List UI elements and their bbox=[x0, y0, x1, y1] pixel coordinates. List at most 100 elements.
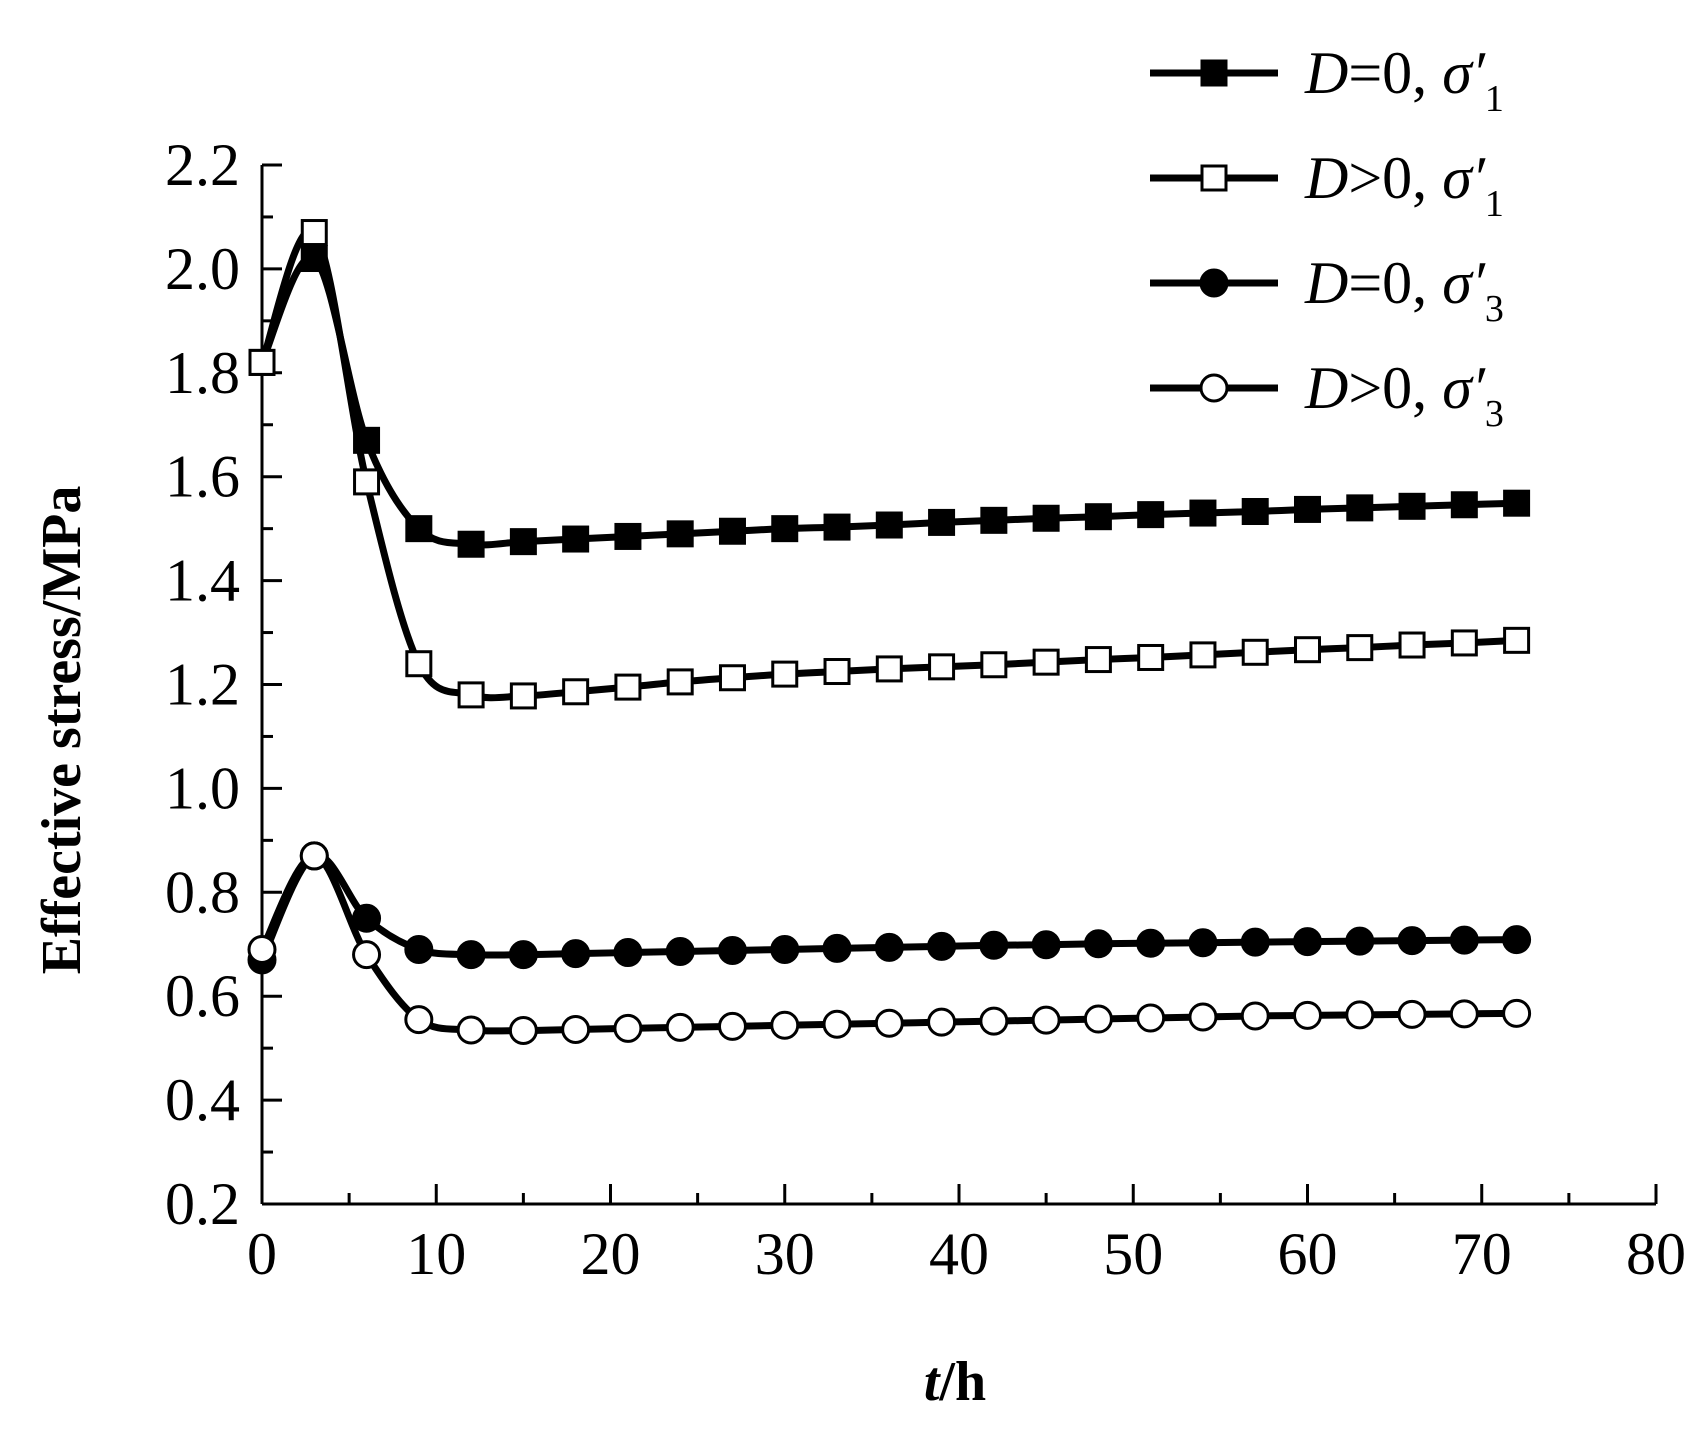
data-point bbox=[822, 933, 852, 963]
x-axis-title-var: t bbox=[924, 1351, 941, 1413]
data-point bbox=[822, 1009, 852, 1039]
data-point bbox=[1240, 1001, 1270, 1031]
data-point bbox=[1032, 504, 1060, 532]
data-point bbox=[1083, 929, 1113, 959]
data-point bbox=[718, 517, 746, 545]
data-point bbox=[614, 673, 642, 701]
data-point bbox=[509, 682, 537, 710]
data-point bbox=[1450, 629, 1478, 657]
x-axis-title-unit: /h bbox=[938, 1351, 986, 1413]
series-2 bbox=[248, 219, 1531, 710]
data-point bbox=[874, 1008, 904, 1038]
y-tick-label: 0.4 bbox=[165, 1067, 240, 1133]
data-point bbox=[1294, 636, 1321, 664]
data-point bbox=[247, 934, 277, 964]
data-point bbox=[1503, 489, 1531, 517]
data-point bbox=[1188, 928, 1218, 958]
data-point bbox=[614, 522, 642, 550]
data-point bbox=[353, 468, 381, 496]
y-tick-label: 1.4 bbox=[165, 548, 240, 614]
data-point bbox=[980, 651, 1008, 679]
legend-item-3: D=0, σ′3 bbox=[1150, 250, 1504, 330]
data-point bbox=[1449, 999, 1479, 1029]
data-point bbox=[1137, 501, 1165, 529]
x-tick-label: 50 bbox=[1103, 1221, 1163, 1287]
data-point bbox=[509, 528, 537, 556]
y-tick-label: 1.8 bbox=[165, 340, 240, 406]
data-point bbox=[1137, 643, 1165, 671]
data-point bbox=[665, 937, 695, 967]
x-tick-label: 60 bbox=[1278, 1221, 1338, 1287]
data-point bbox=[1084, 646, 1112, 674]
y-tick-label: 0.2 bbox=[165, 1171, 240, 1237]
data-point bbox=[405, 650, 433, 678]
series-4 bbox=[247, 841, 1532, 1045]
x-tick-label: 40 bbox=[929, 1221, 989, 1287]
data-point bbox=[562, 678, 590, 706]
data-point bbox=[666, 520, 694, 548]
y-tick-label: 1.0 bbox=[165, 755, 240, 821]
data-point bbox=[613, 938, 643, 968]
data-point bbox=[613, 1013, 643, 1043]
axes: 0 10 20 30 40 50 60 70 80 0.2 0.4 0.6 0.8 1.0 1.2 1.4 1.… bbox=[165, 132, 1686, 1287]
legend-label: D=0, σ′3 bbox=[1304, 250, 1504, 330]
data-point bbox=[352, 903, 382, 933]
legend-item-1: D=0, σ′1 bbox=[1150, 40, 1504, 120]
data-point bbox=[1136, 928, 1166, 958]
data-point bbox=[1031, 930, 1061, 960]
legend-label: D>0, σ′3 bbox=[1304, 355, 1504, 435]
data-point bbox=[770, 934, 800, 964]
data-point bbox=[508, 940, 538, 970]
data-point bbox=[1397, 999, 1427, 1029]
data-point bbox=[352, 940, 382, 970]
data-point bbox=[1449, 925, 1479, 955]
data-point bbox=[299, 841, 329, 871]
legend: D=0, σ′1 D>0, σ′1 D=0, σ′3 D>0, σ′3 bbox=[1150, 40, 1504, 435]
data-point bbox=[1031, 1005, 1061, 1035]
legend-item-4: D>0, σ′3 bbox=[1150, 355, 1504, 435]
data-point bbox=[300, 219, 328, 247]
data-point bbox=[1189, 641, 1217, 669]
data-point bbox=[404, 934, 434, 964]
x-axis-title: t/h bbox=[924, 1351, 986, 1413]
data-point bbox=[1240, 927, 1270, 957]
data-point bbox=[1502, 998, 1532, 1028]
data-point bbox=[979, 930, 1009, 960]
data-point bbox=[823, 513, 851, 541]
data-point bbox=[1503, 626, 1531, 654]
data-point bbox=[771, 515, 799, 543]
legend-item-2: D>0, σ′1 bbox=[1150, 145, 1504, 225]
data-point bbox=[457, 530, 485, 558]
x-tick-label: 30 bbox=[755, 1221, 815, 1287]
data-point bbox=[1293, 927, 1322, 957]
data-point bbox=[1032, 648, 1060, 676]
data-point bbox=[875, 511, 903, 539]
legend-marker bbox=[1200, 164, 1228, 192]
x-tick-label: 0 bbox=[247, 1221, 277, 1287]
data-point bbox=[456, 940, 486, 970]
data-point bbox=[770, 1010, 800, 1040]
series-3 bbox=[247, 841, 1532, 975]
data-point bbox=[980, 506, 1008, 534]
data-point bbox=[1294, 495, 1321, 523]
y-tick-label: 1.2 bbox=[165, 652, 240, 718]
legend-marker bbox=[1200, 59, 1228, 87]
data-point bbox=[1189, 499, 1217, 527]
data-point bbox=[1345, 926, 1375, 956]
y-tick-label: 2.2 bbox=[165, 132, 240, 198]
series-layer bbox=[247, 219, 1532, 1045]
data-point bbox=[1083, 1004, 1113, 1034]
data-point bbox=[1346, 634, 1374, 662]
data-point bbox=[248, 348, 276, 376]
data-point bbox=[979, 1006, 1009, 1036]
data-point bbox=[1397, 926, 1427, 956]
x-tick-label: 70 bbox=[1452, 1221, 1512, 1287]
x-tick-label: 10 bbox=[406, 1221, 466, 1287]
data-point bbox=[1293, 1000, 1322, 1030]
legend-marker bbox=[1199, 268, 1229, 298]
data-point bbox=[561, 939, 591, 969]
data-point bbox=[562, 525, 590, 553]
data-point bbox=[928, 653, 956, 681]
